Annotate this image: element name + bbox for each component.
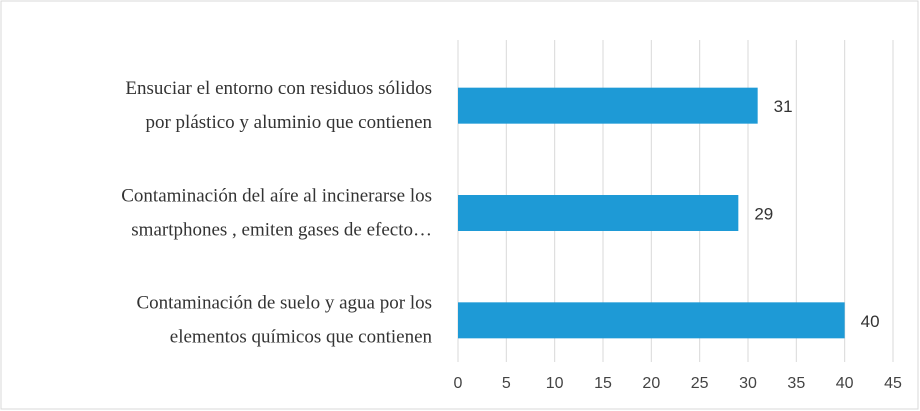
category-label: elementos químicos que contienen bbox=[170, 327, 433, 348]
bar bbox=[458, 302, 845, 339]
value-label: 40 bbox=[861, 312, 880, 331]
x-tick-label: 35 bbox=[787, 375, 805, 392]
bar bbox=[458, 195, 739, 231]
x-tick-label: 45 bbox=[884, 375, 902, 392]
x-tick-label: 15 bbox=[594, 375, 612, 392]
category-label: Ensuciar el entorno con residuos sólidos bbox=[125, 78, 432, 99]
x-tick-label: 20 bbox=[642, 375, 660, 392]
value-label: 31 bbox=[774, 97, 793, 116]
category-label: Contaminación del aíre al incinerarse lo… bbox=[121, 185, 432, 206]
x-tick-label: 25 bbox=[691, 375, 709, 392]
category-label: Contaminación de suelo y agua por los bbox=[137, 293, 433, 314]
x-tick-label: 40 bbox=[836, 375, 854, 392]
x-tick-label: 30 bbox=[739, 375, 757, 392]
value-label: 29 bbox=[754, 204, 773, 223]
x-tick-label: 5 bbox=[502, 375, 511, 392]
x-tick-label: 10 bbox=[546, 375, 564, 392]
x-tick-label: 0 bbox=[454, 375, 463, 392]
category-label: smartphones , emiten gases de efecto… bbox=[131, 219, 432, 240]
bar bbox=[458, 87, 758, 124]
category-label: por plástico y aluminio que contienen bbox=[145, 112, 432, 133]
